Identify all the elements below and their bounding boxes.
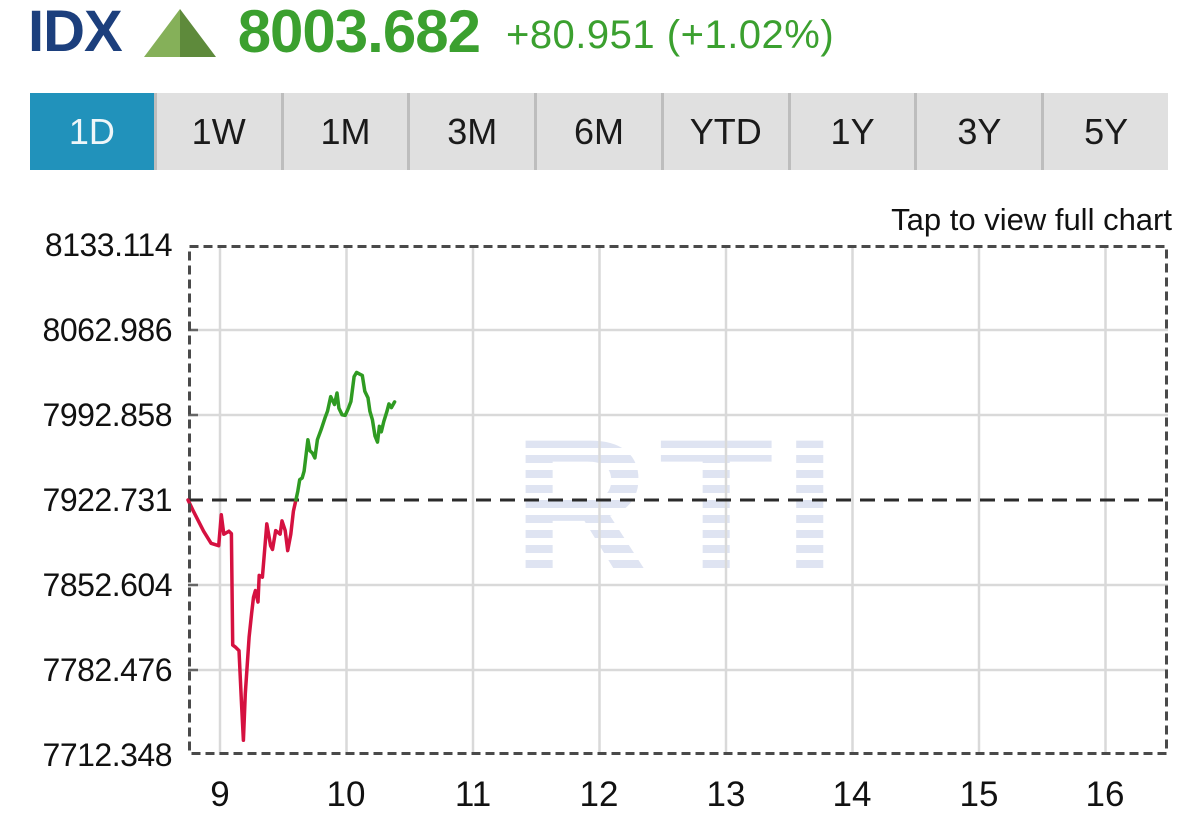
y-tick-label: 7922.731 xyxy=(42,482,173,518)
y-tick-label: 7712.348 xyxy=(42,737,173,773)
rti-watermark: RTI xyxy=(513,400,836,610)
svg-text:RTI: RTI xyxy=(513,400,846,610)
x-tick-label: 9 xyxy=(210,775,230,814)
x-tick-label: 10 xyxy=(326,775,366,814)
x-tick-label: 12 xyxy=(579,775,619,814)
price-change: +80.951 (+1.02%) xyxy=(505,12,835,57)
tab-6m[interactable]: 6M xyxy=(537,93,664,170)
tab-1y[interactable]: 1Y xyxy=(790,93,918,170)
price-chart[interactable]: RTI xyxy=(186,245,1168,755)
tab-1m[interactable]: 1M xyxy=(283,93,411,170)
y-tick-label: 7852.604 xyxy=(42,567,173,603)
y-tick-label: 7992.858 xyxy=(42,397,173,433)
quote-header: IDX 8003.682 +80.951 (+1.02%) xyxy=(28,0,835,65)
tap-to-view-hint: Tap to view full chart xyxy=(891,202,1172,237)
x-tick-label: 13 xyxy=(706,775,746,814)
x-tick-label: 14 xyxy=(832,775,872,814)
triangle-up-icon xyxy=(143,9,216,57)
price-line-plot xyxy=(186,245,1168,755)
tab-ytd[interactable]: YTD xyxy=(663,93,791,170)
y-tick-label: 8062.986 xyxy=(42,312,173,348)
x-tick-label: 16 xyxy=(1085,775,1125,814)
y-tick-label: 8133.114 xyxy=(44,227,173,263)
last-price: 8003.682 xyxy=(237,0,481,65)
symbol-name: IDX xyxy=(28,0,123,64)
x-tick-label: 11 xyxy=(454,775,492,814)
range-tab-bar: 1D 1W 1M 3M 6M YTD 1Y 3Y 5Y xyxy=(30,93,1169,170)
tab-1w[interactable]: 1W xyxy=(156,93,284,170)
tab-5y[interactable]: 5Y xyxy=(1044,93,1169,170)
tab-1d[interactable]: 1D xyxy=(30,93,157,170)
tab-3m[interactable]: 3M xyxy=(410,93,538,170)
y-tick-label: 7782.476 xyxy=(42,652,173,688)
x-tick-label: 15 xyxy=(959,775,999,814)
tab-3y[interactable]: 3Y xyxy=(917,93,1045,170)
